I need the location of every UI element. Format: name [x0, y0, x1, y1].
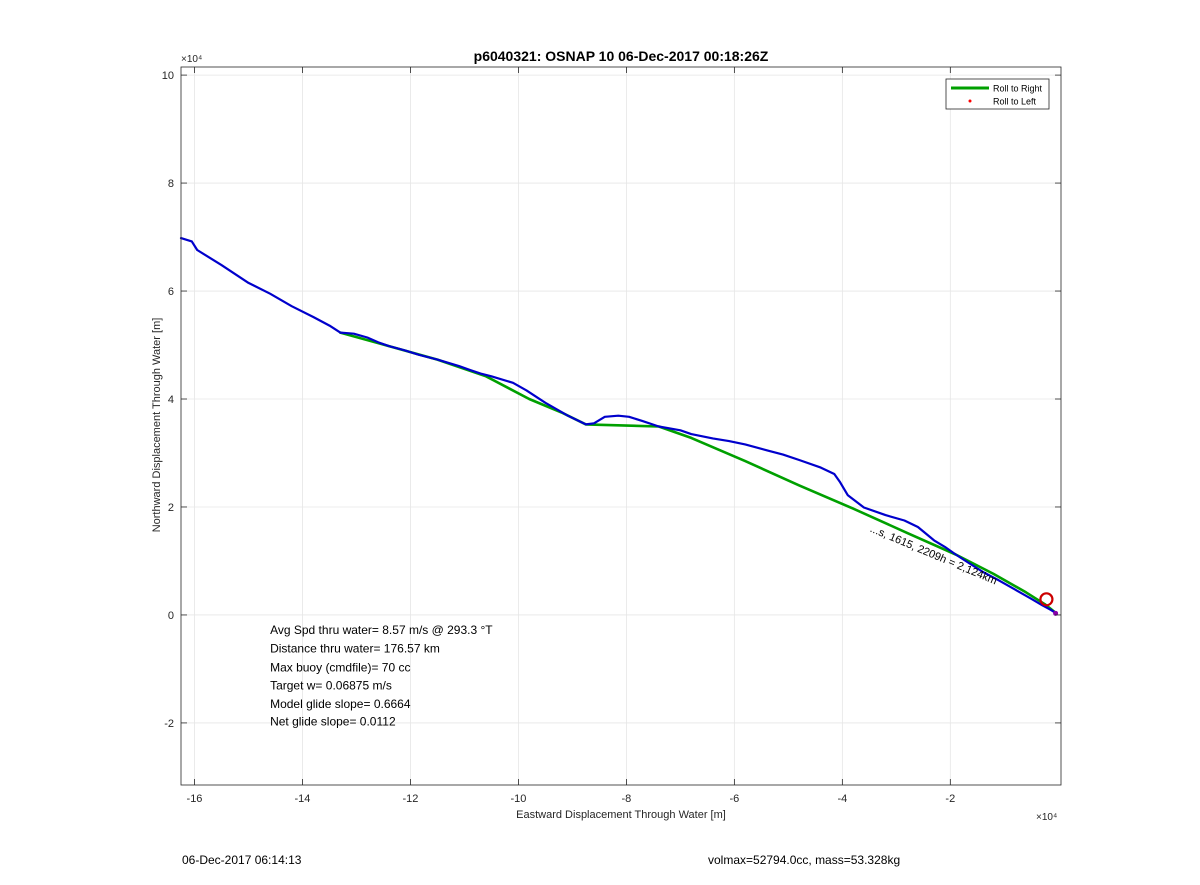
- grid-lines: [181, 67, 1061, 785]
- x-axis-exponent: ×10⁴: [1036, 812, 1057, 823]
- legend-swatch-roll-left: [968, 99, 972, 103]
- x-tick-label: -6: [729, 793, 739, 805]
- x-tick-label: -14: [295, 793, 311, 805]
- y-tick-label: 8: [168, 178, 174, 190]
- y-tick-label: 4: [168, 394, 174, 406]
- series-lines: [179, 237, 1057, 615]
- stats-annotation: Max buoy (cmdfile)= 70 cc: [270, 661, 410, 675]
- legend-box: [945, 78, 1050, 110]
- stats-annotation: Target w= 0.06875 m/s: [270, 678, 392, 692]
- y-tick-label: 0: [168, 610, 174, 622]
- x-tick-label: -4: [837, 793, 847, 805]
- legend-label-roll-left: Roll to Left: [993, 97, 1037, 107]
- y-tick-label: 10: [162, 70, 174, 82]
- y-tick-label: -2: [164, 718, 174, 730]
- x-tick-label: -8: [622, 793, 632, 805]
- series-track-line: [179, 237, 1057, 614]
- x-tick-label: -2: [945, 793, 955, 805]
- x-tick-label: -10: [510, 793, 526, 805]
- axes: [180, 66, 1062, 786]
- footer-volmax-mass: volmax=52794.0cc, mass=53.328kg: [708, 853, 901, 867]
- x-tick-label: -12: [402, 793, 418, 805]
- stats-annotation: Distance thru water= 176.57 km: [270, 642, 440, 656]
- x-tick-label: -16: [187, 793, 203, 805]
- stats-annotation: Avg Spd thru water= 8.57 m/s @ 293.3 °T: [270, 623, 493, 637]
- legend-label-roll-right: Roll to Right: [993, 84, 1043, 94]
- y-axis-label: Northward Displacement Through Water [m]: [151, 318, 163, 533]
- chart-title: p6040321: OSNAP 10 06-Dec-2017 00:18:26Z: [474, 48, 769, 64]
- tick-labels: -16 -14 -12 -10 -8 -6 -4 -2 -2 0 2 4 6 8 10: [162, 70, 955, 805]
- legend: Roll to Right Roll to Left: [945, 78, 1050, 110]
- end-position-marker: [1039, 592, 1054, 607]
- stats-annotation: Model glide slope= 0.6664: [270, 697, 411, 711]
- x-axis-label: Eastward Displacement Through Water [m]: [516, 809, 726, 821]
- y-axis-exponent: ×10⁴: [181, 54, 202, 65]
- y-tick-label: 2: [168, 502, 174, 514]
- stats-annotation: Net glide slope= 0.0112: [270, 715, 396, 729]
- footer-timestamp: 06-Dec-2017 06:14:13: [182, 853, 302, 867]
- y-tick-label: 6: [168, 286, 174, 298]
- axes-box: [180, 66, 1062, 786]
